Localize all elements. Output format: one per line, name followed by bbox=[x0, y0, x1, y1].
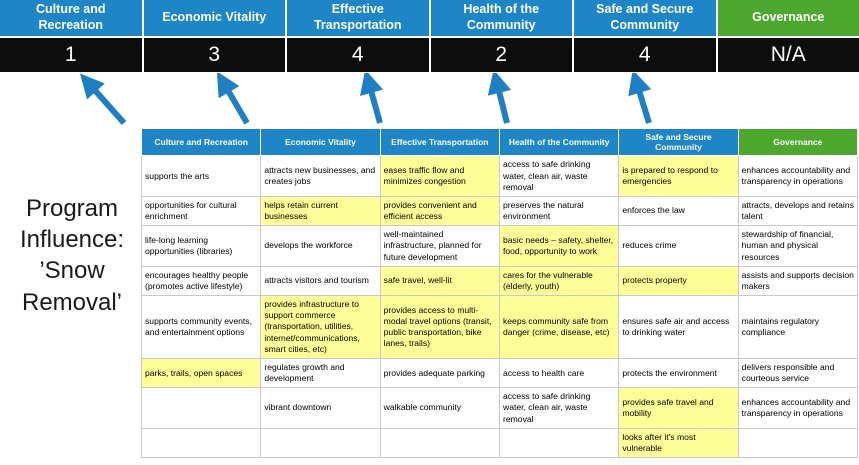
up-arrow-icon bbox=[628, 73, 652, 124]
table-cell: attracts new businesses, and creates job… bbox=[260, 155, 381, 197]
table-cell: encourages healthy people (promotes acti… bbox=[140, 265, 262, 297]
table-cell: ensures safe air and access to drinking … bbox=[618, 295, 739, 359]
summary-header: Economic Vitality bbox=[143, 0, 285, 36]
table-row: life-long learning opportunities (librar… bbox=[140, 225, 859, 267]
table-cell: stewardship of financial, human and phys… bbox=[737, 225, 859, 267]
matrix-column-header: Culture and Recreation bbox=[140, 127, 262, 157]
table-cell: provides safe travel and mobility bbox=[618, 387, 739, 429]
table-cell: eases traffic flow and minimizes congest… bbox=[379, 155, 500, 197]
matrix-header-row: Culture and Recreation Economic Vitality E… bbox=[140, 127, 859, 157]
table-cell: provides convenient and efficient access bbox=[379, 195, 500, 227]
table-row: supports community events, and entertain… bbox=[140, 295, 859, 359]
table-cell: attracts visitors and tourism bbox=[260, 265, 381, 297]
summary-score: 4 bbox=[574, 38, 716, 72]
table-cell: protects property bbox=[618, 265, 739, 297]
table-cell: helps retain current businesses bbox=[260, 195, 381, 227]
up-arrow-icon bbox=[216, 73, 250, 125]
summary-score: 3 bbox=[143, 38, 285, 72]
table-cell: parks, trails, open spaces bbox=[140, 357, 262, 389]
table-cell: provides access to multi-modal travel op… bbox=[379, 295, 500, 359]
table-cell: attracts, develops and retains talent bbox=[737, 195, 859, 227]
table-row: encourages healthy people (promotes acti… bbox=[140, 265, 859, 297]
table-row: looks after it's most vulnerable bbox=[140, 427, 859, 459]
table-cell: opportunities for cultural enrichment bbox=[140, 195, 262, 227]
summary-header: Culture and Recreation bbox=[0, 0, 142, 36]
table-row: vibrant downtown walkable community access… bbox=[140, 387, 859, 429]
table-cell: walkable community bbox=[379, 387, 500, 429]
table-cell: provides infrastructure to support comme… bbox=[260, 295, 381, 359]
table-row: opportunities for cultural enrichment hel… bbox=[140, 195, 859, 227]
table-cell: safe travel, well-lit bbox=[379, 265, 500, 297]
up-arrow-icon bbox=[487, 73, 512, 124]
summary-score: 4 bbox=[287, 38, 429, 72]
summary-score: N/A bbox=[717, 38, 859, 72]
up-arrow-icon bbox=[360, 73, 384, 124]
influence-matrix: Culture and Recreation Economic Vitality E… bbox=[140, 127, 859, 459]
table-cell: preserves the natural environment bbox=[498, 195, 620, 227]
table-cell bbox=[140, 427, 262, 459]
summary-score-row: 1 3 4 2 4 N/A bbox=[0, 38, 859, 72]
table-cell: keeps community safe from danger (crime,… bbox=[498, 295, 620, 359]
summary-score: 1 bbox=[0, 38, 142, 72]
table-cell: assists and supports decision makers bbox=[737, 265, 859, 297]
table-cell: basic needs – safety, shelter, food, opp… bbox=[498, 225, 620, 267]
table-cell: cares for the vulnerable (elderly, youth… bbox=[498, 265, 620, 297]
summary-score: 2 bbox=[430, 38, 572, 72]
table-cell: regulates growth and development bbox=[260, 357, 381, 389]
matrix-body: supports the arts attracts new businesses… bbox=[140, 155, 859, 459]
summary-header: Effective Transportation bbox=[287, 0, 429, 36]
table-cell: enforces the law bbox=[618, 195, 739, 227]
table-cell: well-maintained infrastructure, planned … bbox=[379, 225, 500, 267]
table-cell: enhances accountability and transparency… bbox=[737, 155, 859, 197]
table-cell: delivers responsible and courteous servi… bbox=[737, 357, 859, 389]
table-cell: supports community events, and entertain… bbox=[140, 295, 262, 359]
matrix-column-header: Governance bbox=[737, 127, 859, 157]
page-title: Program Influence: ’Snow Removal’ bbox=[19, 195, 125, 316]
table-cell: supports the arts bbox=[140, 155, 262, 197]
table-cell: is prepared to respond to emergencies bbox=[618, 155, 739, 197]
matrix-column-header: Effective Transportation bbox=[379, 127, 500, 157]
matrix-column-header: Economic Vitality bbox=[260, 127, 381, 157]
summary-header: Governance bbox=[717, 0, 859, 36]
table-cell: vibrant downtown bbox=[260, 387, 381, 429]
table-row: parks, trails, open spaces regulates grow… bbox=[140, 357, 859, 389]
table-cell: provides adequate parking bbox=[379, 357, 500, 389]
summary-header: Health of the Community bbox=[430, 0, 572, 36]
summary-header-row: Culture and Recreation Economic Vitality E… bbox=[0, 0, 859, 36]
table-cell: access to health care bbox=[498, 357, 620, 389]
matrix-column-header: Health of the Community bbox=[498, 127, 620, 157]
up-arrow-icon bbox=[80, 73, 127, 125]
table-cell: access to safe drinking water, clean air… bbox=[498, 155, 620, 197]
table-cell bbox=[498, 427, 620, 459]
table-cell bbox=[140, 387, 262, 429]
influence-arrows bbox=[80, 73, 652, 125]
table-cell: looks after it's most vulnerable bbox=[618, 427, 739, 459]
matrix-column-header: Safe and Secure Community bbox=[618, 127, 739, 157]
table-row: supports the arts attracts new businesses… bbox=[140, 155, 859, 197]
table-cell bbox=[260, 427, 381, 459]
table-cell bbox=[737, 427, 859, 459]
table-cell: maintains regulatory compliance bbox=[737, 295, 859, 359]
table-cell: life-long learning opportunities (librar… bbox=[140, 225, 262, 267]
table-cell: enhances accountability and transparency… bbox=[737, 387, 859, 429]
table-cell: access to safe drinking water, clean air… bbox=[498, 387, 620, 429]
table-cell bbox=[379, 427, 500, 459]
table-cell: develops the workforce bbox=[260, 225, 381, 267]
summary-header: Safe and Secure Community bbox=[574, 0, 716, 36]
table-cell: reduces crime bbox=[618, 225, 739, 267]
table-cell: protects the environment bbox=[618, 357, 739, 389]
